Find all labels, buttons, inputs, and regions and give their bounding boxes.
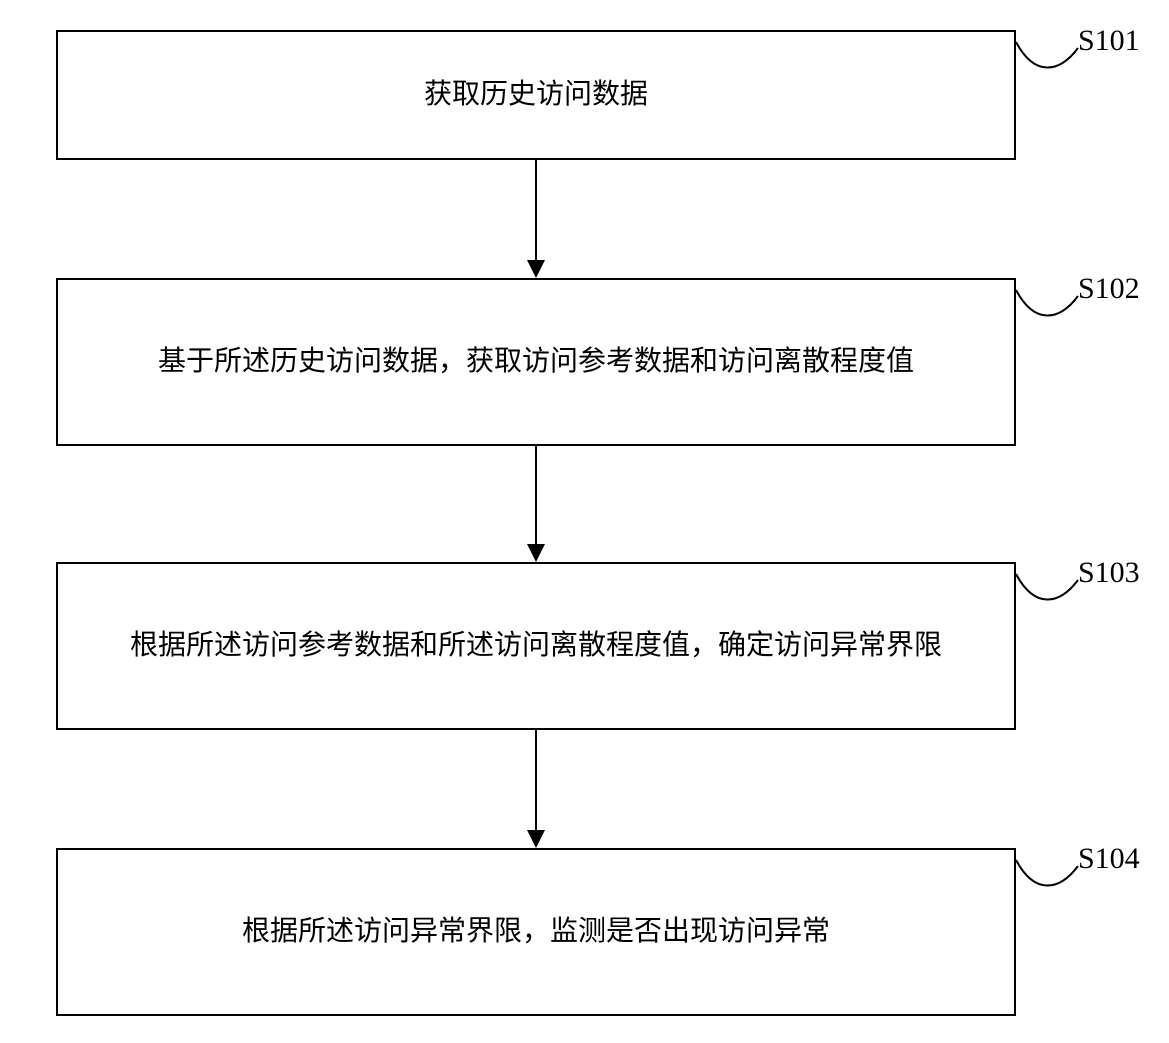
step-label-s102: S102 [1078,272,1140,306]
arrow-s101-s102 [518,160,554,278]
flowchart-canvas: 获取历史访问数据 S101 基于所述历史访问数据，获取访问参考数据和访问离散程度值 S… [0,0,1169,1043]
callout-curve-s104 [1011,820,1083,906]
step-text: 根据所述访问参考数据和所述访问离散程度值，确定访问异常界限 [130,624,942,669]
step-label-s104: S104 [1078,842,1140,876]
callout-curve-s103 [1011,534,1083,620]
step-text: 获取历史访问数据 [424,73,648,118]
step-box-s102: 基于所述历史访问数据，获取访问参考数据和访问离散程度值 [56,278,1016,446]
callout-curve-s102 [1011,250,1083,336]
arrow-s103-s104 [518,730,554,848]
step-text: 根据所述访问异常界限，监测是否出现访问异常 [242,910,830,955]
step-text: 基于所述历史访问数据，获取访问参考数据和访问离散程度值 [158,340,914,385]
step-label-s101: S101 [1078,24,1140,58]
step-box-s104: 根据所述访问异常界限，监测是否出现访问异常 [56,848,1016,1016]
step-box-s103: 根据所述访问参考数据和所述访问离散程度值，确定访问异常界限 [56,562,1016,730]
callout-curve-s101 [1011,2,1083,88]
arrow-s102-s103 [518,446,554,562]
step-box-s101: 获取历史访问数据 [56,30,1016,160]
step-label-s103: S103 [1078,556,1140,590]
